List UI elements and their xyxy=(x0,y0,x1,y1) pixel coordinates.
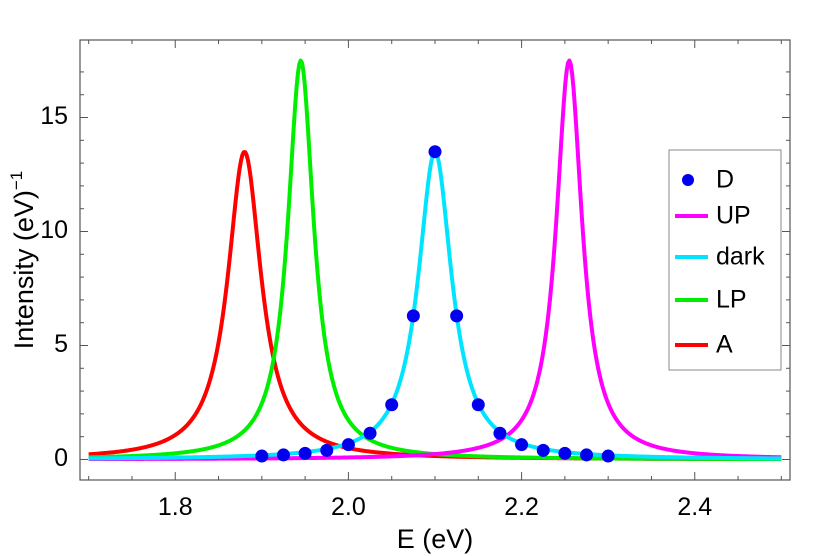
data-point-d xyxy=(515,438,529,452)
y-tick-label: 10 xyxy=(40,216,68,244)
data-point-d xyxy=(493,426,507,440)
data-point-d xyxy=(580,448,594,462)
data-point-d xyxy=(255,449,269,463)
data-point-d xyxy=(320,443,334,457)
data-point-d xyxy=(341,438,355,452)
data-point-d xyxy=(385,398,399,412)
legend-label-lp: LP xyxy=(716,286,747,314)
data-point-d xyxy=(406,309,420,323)
legend-label-dark: dark xyxy=(716,243,765,271)
x-axis-title: E (eV) xyxy=(397,524,474,554)
x-tick-label: 1.8 xyxy=(158,493,193,521)
y-axis-title-main: Intensity (eV) xyxy=(9,190,39,349)
data-point-d xyxy=(450,309,464,323)
data-point-d xyxy=(601,449,615,463)
data-point-d xyxy=(428,145,442,159)
y-tick-label: 5 xyxy=(54,330,68,358)
data-point-d xyxy=(536,443,550,457)
legend-label-a: A xyxy=(716,331,733,359)
y-tick-label: 0 xyxy=(54,444,68,472)
data-point-d xyxy=(558,446,572,460)
x-tick-label: 2.0 xyxy=(331,493,366,521)
y-axis-title: Intensity (eV)−1 xyxy=(7,171,39,349)
legend-box xyxy=(668,149,782,371)
points xyxy=(255,145,615,463)
y-axis-title-superscript: −1 xyxy=(7,171,26,190)
legend-label-up: UP xyxy=(716,202,751,230)
x-tick-label: 2.2 xyxy=(504,493,539,521)
data-point-d xyxy=(276,448,290,462)
legend-marker-d xyxy=(682,174,694,186)
x-tick-label: 2.4 xyxy=(677,493,712,521)
y-tick-label: 15 xyxy=(40,102,68,130)
legend: D UP dark LP A xyxy=(668,149,782,371)
legend-label-d: D xyxy=(716,166,734,194)
ticks: 1.8 2.0 2.2 2.4 0 5 10 15 xyxy=(40,40,790,521)
data-point-d xyxy=(363,426,377,440)
data-point-d xyxy=(471,398,485,412)
data-point-d xyxy=(298,446,312,460)
